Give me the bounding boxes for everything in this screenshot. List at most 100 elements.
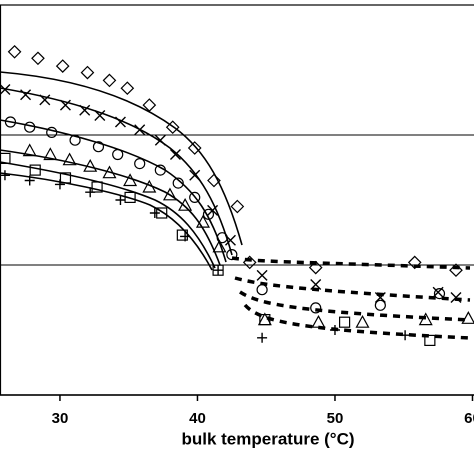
circle-marker: [202, 208, 215, 220]
point: [31, 51, 45, 66]
point: [80, 65, 95, 80]
plus-marker: [329, 325, 340, 335]
diamond-marker: [55, 59, 70, 73]
point: [172, 177, 184, 189]
circle-marker: [112, 148, 124, 161]
cross-marker: [256, 269, 268, 281]
point: [230, 199, 245, 214]
x-tick-label: 40: [189, 410, 206, 427]
point: [112, 148, 124, 161]
triangle-marker: [43, 147, 58, 161]
point: [308, 260, 323, 275]
point: [46, 126, 58, 138]
point: [257, 332, 268, 343]
point: [69, 134, 81, 146]
point: [329, 325, 340, 335]
diamond-marker: [165, 120, 180, 135]
cross-marker: [39, 94, 51, 106]
point: [195, 214, 210, 228]
diamond-marker: [120, 81, 135, 96]
point: [142, 179, 157, 193]
fit-curve: [0, 71, 243, 246]
point: [207, 173, 221, 188]
point: [55, 59, 70, 73]
point: [149, 208, 160, 218]
triangle-marker: [162, 187, 177, 201]
point: [178, 197, 193, 211]
triangle-marker: [311, 314, 326, 328]
point: [339, 316, 351, 328]
point: [24, 175, 35, 186]
triangle-marker: [212, 239, 227, 253]
square-marker: [424, 334, 436, 346]
circle-marker: [46, 126, 58, 138]
point: [400, 330, 411, 341]
point: [83, 158, 98, 172]
circle-marker: [216, 232, 228, 244]
dashed-curve: [239, 290, 471, 322]
circle-marker: [4, 116, 17, 128]
point: [134, 158, 146, 170]
diamond-marker: [31, 51, 45, 66]
point: [85, 187, 96, 198]
diamond-marker: [407, 255, 422, 270]
circle-marker: [172, 177, 184, 189]
dashed-curve: [243, 303, 471, 340]
diamond-marker: [207, 173, 221, 188]
cross-marker: [450, 292, 462, 303]
circle-marker: [154, 164, 166, 176]
point: [256, 269, 268, 281]
point: [142, 98, 157, 112]
circle-marker: [69, 134, 81, 146]
point: [461, 311, 474, 324]
point: [59, 172, 72, 184]
point: [162, 187, 177, 201]
circle-marker: [92, 141, 105, 153]
point: [7, 44, 22, 59]
point: [134, 124, 146, 136]
point: [91, 181, 103, 193]
fit-curve: [0, 149, 221, 266]
cross-marker: [20, 89, 32, 101]
point: [355, 314, 370, 328]
fit-curves: [0, 71, 243, 271]
triangle-marker: [102, 165, 117, 179]
point: [213, 265, 224, 276]
point: [433, 288, 446, 300]
cross-marker: [169, 149, 181, 160]
diamond-marker: [80, 65, 95, 80]
plus-marker: [213, 265, 224, 276]
circle-marker: [226, 249, 238, 261]
square-marker: [124, 191, 136, 203]
point: [259, 314, 271, 326]
cross-marker: [59, 99, 71, 111]
square-marker: [176, 229, 188, 241]
point: [374, 299, 386, 311]
point: [115, 195, 126, 205]
point: [187, 141, 202, 155]
plus-marker: [24, 175, 35, 186]
point: [102, 73, 117, 88]
point: [0, 84, 11, 95]
plus-marker: [0, 170, 10, 181]
fit-curve: [0, 172, 213, 271]
diamond-marker: [242, 255, 257, 270]
plus-marker: [115, 195, 126, 205]
point: [43, 147, 58, 161]
plus-marker: [180, 231, 191, 242]
point: [189, 169, 201, 181]
point: [124, 191, 136, 203]
diamond-marker: [449, 263, 463, 278]
cross-marker: [0, 84, 11, 95]
point: [20, 89, 32, 101]
square-marker: [91, 181, 103, 193]
square-marker: [339, 316, 351, 328]
circle-marker: [433, 288, 446, 300]
dashed-curve: [231, 256, 471, 270]
point: [418, 312, 433, 326]
point: [310, 279, 322, 290]
square-marker: [29, 164, 41, 176]
diamond-marker: [187, 141, 202, 155]
point: [0, 152, 11, 164]
triangle-marker: [142, 179, 157, 193]
